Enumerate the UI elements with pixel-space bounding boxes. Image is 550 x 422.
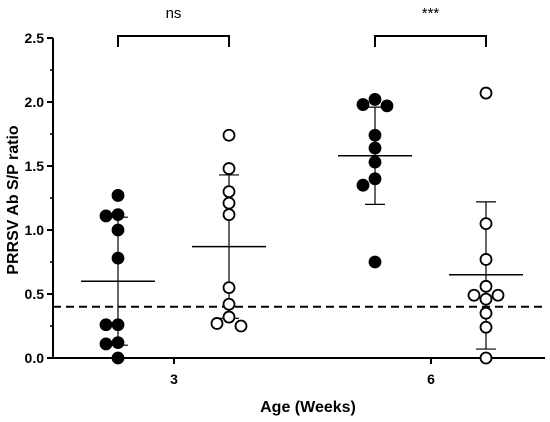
data-point-open	[222, 281, 236, 295]
data-point-open	[234, 319, 248, 333]
x-tick-label: 3	[170, 371, 178, 387]
data-point-filled	[111, 351, 125, 365]
data-point-filled	[368, 128, 382, 142]
data-point-filled	[111, 251, 125, 265]
data-point-filled	[356, 178, 370, 192]
data-point-open	[222, 162, 236, 175]
data-point-open	[479, 351, 493, 365]
data-point-filled	[111, 336, 125, 350]
x-axis-title: Age (Weeks)	[260, 399, 356, 416]
data-point-filled	[368, 93, 382, 106]
data-point-filled	[111, 318, 125, 332]
data-point-filled	[368, 255, 382, 269]
data-point-open	[222, 185, 236, 199]
data-point-filled	[111, 223, 125, 237]
significance-bracket	[117, 35, 230, 47]
y-tick-label: 2.5	[25, 30, 45, 46]
data-point-filled	[99, 318, 113, 332]
y-tick-label: 0.5	[25, 286, 45, 302]
data-point-filled	[368, 155, 382, 169]
data-point-open	[479, 217, 493, 231]
data-point-open	[222, 208, 236, 222]
data-point-filled	[368, 141, 382, 155]
data-point-open	[210, 317, 224, 330]
y-axis-title: PRRSV Ab S/P ratio	[5, 125, 22, 275]
data-point-open	[222, 310, 236, 324]
data-point-open	[479, 306, 493, 320]
data-point-open	[222, 196, 236, 210]
data-point-open	[479, 292, 493, 306]
data-point-filled	[356, 98, 370, 111]
data-point-open	[491, 288, 505, 302]
y-tick-label: 1.5	[25, 158, 45, 174]
plot-area: 0.0 0.5 1.0 1.5 2.0 2.5 3 6 ns ***	[25, 5, 545, 387]
data-point-open	[222, 128, 236, 142]
data-point-open	[479, 279, 493, 293]
data-point-open	[479, 253, 493, 266]
data-point-open	[467, 288, 481, 302]
significance-bracket	[374, 35, 487, 47]
data-point-filled	[99, 337, 113, 351]
data-point-filled	[368, 172, 382, 186]
significance-label: ns	[166, 5, 182, 22]
y-tick-label: 0.0	[25, 350, 45, 366]
data-point-open	[222, 297, 236, 311]
data-point-filled	[99, 209, 113, 223]
x-tick-label: 6	[427, 371, 435, 387]
data-point-filled	[380, 99, 394, 113]
data-point-filled	[111, 208, 125, 222]
data-point-open	[479, 320, 493, 334]
data-point-open	[479, 86, 493, 100]
data-point-filled	[111, 189, 125, 202]
y-tick-label: 2.0	[25, 94, 45, 110]
y-tick-label: 1.0	[25, 222, 45, 238]
significance-label: ***	[422, 5, 440, 22]
